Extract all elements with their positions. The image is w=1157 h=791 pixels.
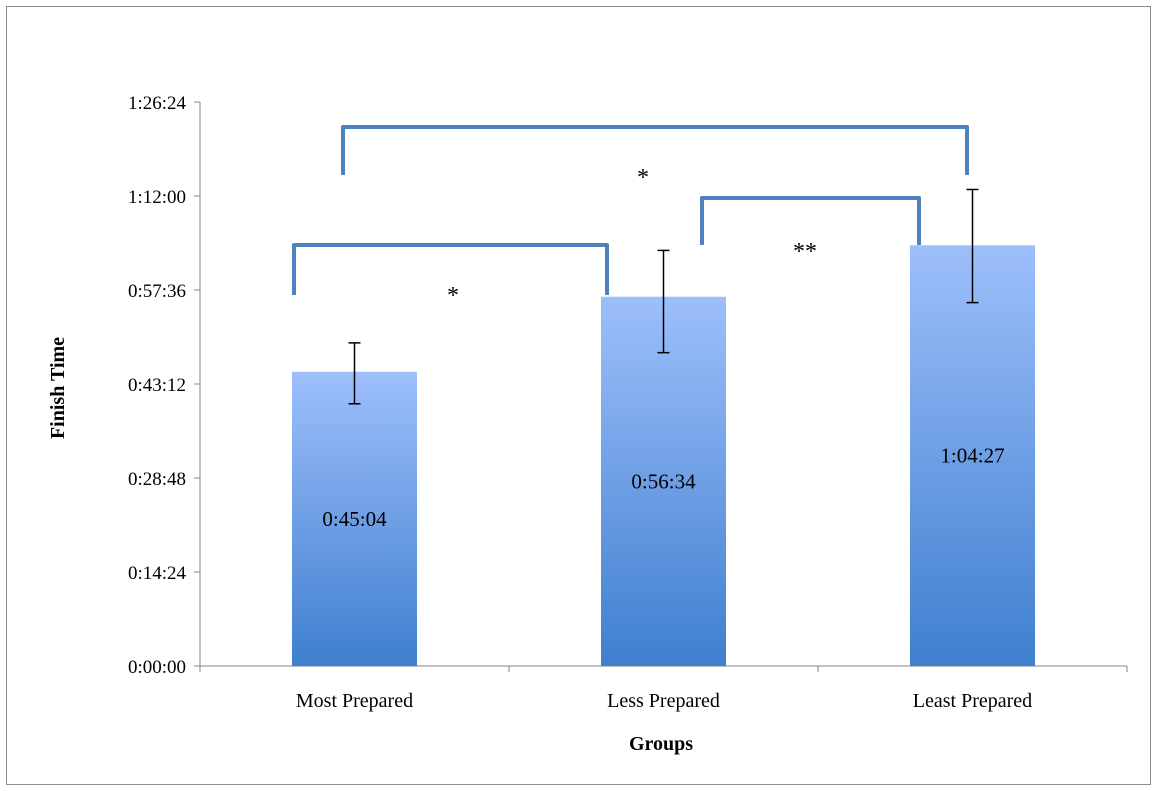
data-label: 0:45:04: [322, 507, 387, 531]
bar-chart: Groups Finish Time 0:00:00 0:14:24 0:28:48…: [47, 93, 1128, 755]
y-tick-label: 0:00:00: [128, 657, 186, 678]
x-tick-label: Less Prepared: [607, 690, 720, 712]
significance-label: *: [637, 165, 649, 191]
error-bars: [348, 188, 979, 405]
labels: Groups Finish Time 0:00:00 0:14:24 0:28:48…: [47, 93, 1032, 755]
y-tick-label: 1:12:00: [128, 187, 186, 208]
significance-bracket: [700, 196, 921, 245]
significance-bracket: [341, 125, 969, 175]
significance-label: **: [793, 239, 817, 265]
significance-label: *: [447, 283, 459, 309]
x-tick-label: Least Prepared: [913, 690, 1032, 712]
data-label: 1:04:27: [940, 444, 1004, 468]
x-tick-label: Most Prepared: [296, 690, 413, 712]
significance-brackets: [292, 125, 969, 295]
chart-frame: Groups Finish Time 0:00:00 0:14:24 0:28:48…: [6, 6, 1151, 785]
bar: [292, 371, 417, 666]
bar: [601, 296, 726, 666]
y-tick-label: 0:14:24: [128, 563, 187, 584]
bar: [910, 245, 1035, 666]
bars: [292, 245, 1035, 666]
y-tick-label: 0:57:36: [128, 281, 186, 302]
y-tick-label: 0:28:48: [128, 469, 186, 490]
x-axis-title: Groups: [629, 733, 693, 755]
data-label: 0:56:34: [631, 469, 696, 493]
y-axis-title: Finish Time: [47, 337, 69, 439]
y-tick-label: 1:26:24: [128, 93, 187, 114]
significance-bracket: [292, 243, 609, 295]
y-tick-label: 0:43:12: [128, 375, 186, 396]
